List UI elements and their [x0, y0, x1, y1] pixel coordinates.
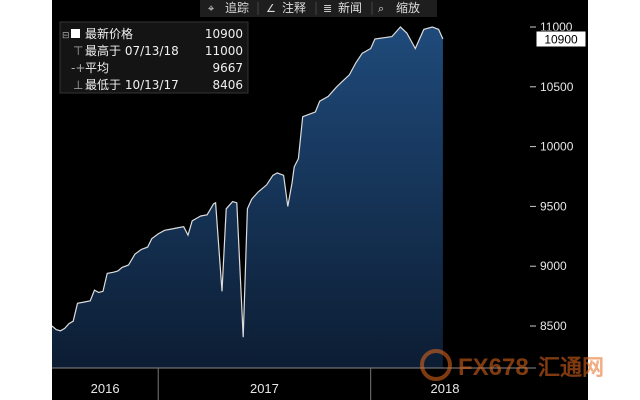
watermark-logo-icon: [420, 349, 452, 381]
legend-avg-value: 9667: [212, 61, 243, 75]
x-tick-label: 2018: [431, 381, 460, 396]
legend-avg-label: 平均: [85, 61, 109, 75]
pencil-icon: ∠: [266, 2, 276, 15]
zoom-label: 缩放: [396, 0, 420, 15]
last-price-swatch: [71, 29, 80, 38]
y-tick-label: 10000: [540, 140, 574, 154]
legend-low-label: 最低于 10/13/17: [85, 78, 179, 92]
watermark-cn: 汇通网: [538, 356, 604, 381]
watermark: FX678 汇通网: [420, 349, 604, 381]
watermark-brand: FX678: [458, 354, 529, 381]
price-line: [51, 26, 444, 338]
collapse-icon[interactable]: ⊟: [62, 31, 70, 41]
x-tick-label: 2016: [91, 381, 120, 396]
news-button[interactable]: ≣ 新闻: [323, 0, 362, 15]
news-icon: ≣: [323, 2, 332, 15]
annotate-label: 注释: [282, 0, 306, 15]
last-price-tag-value: 10900: [544, 33, 578, 47]
x-axis: 2016 2017 2018: [52, 367, 536, 400]
y-tick-label: 9500: [540, 199, 567, 213]
track-label: 追踪: [225, 0, 249, 15]
legend: ⊟ 最新价格 10900 ⊤ 最高于 07/13/18 11000 -+- 平均…: [59, 21, 249, 94]
legend-last-label: 最新价格: [85, 26, 133, 41]
y-tick-label: 10500: [540, 80, 574, 94]
news-label: 新闻: [338, 0, 362, 15]
legend-last-value: 10900: [205, 27, 243, 41]
price-area: [52, 27, 443, 368]
zoom-button[interactable]: ⌕ 缩放: [378, 0, 420, 15]
legend-low-value: 8406: [212, 78, 243, 92]
average-marker-icon: -+-: [71, 61, 90, 75]
last-price-tag: 10900: [535, 30, 587, 48]
legend-high-value: 11000: [205, 44, 243, 58]
y-tick-label: 9000: [540, 259, 567, 273]
magnifier-icon: ⌕: [378, 2, 384, 15]
track-button[interactable]: ⌖ 追踪: [208, 0, 249, 15]
toolbar: ⌖ 追踪 ∠ 注释 ≣ 新闻 ⌕ 缩放: [200, 0, 437, 17]
y-tick-label: 8500: [540, 319, 567, 333]
x-tick-label: 2017: [250, 381, 279, 396]
legend-high-label: 最高于 07/13/18: [85, 43, 179, 58]
high-marker-icon: ⊤: [73, 44, 83, 58]
crosshair-icon: ⌖: [208, 2, 214, 15]
annotate-button[interactable]: ∠ 注释: [266, 0, 306, 15]
low-marker-icon: ⊥: [73, 78, 83, 92]
